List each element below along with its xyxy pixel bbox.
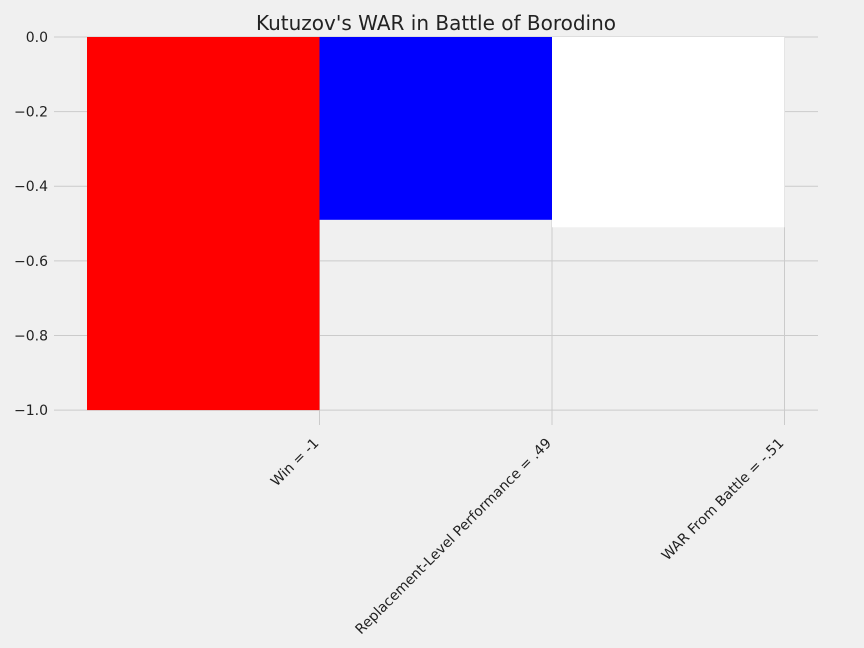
y-axis-ticks: 0.0 −0.2 −0.4 −0.6 −0.8 −1.0 bbox=[14, 30, 48, 419]
x-axis-ticks: Win = -1 Replacement-Level Performance = … bbox=[268, 436, 787, 638]
bars bbox=[87, 37, 785, 411]
y-tick-label: −0.2 bbox=[14, 105, 48, 121]
bar-2 bbox=[552, 37, 785, 228]
y-tick-label: −1.0 bbox=[14, 403, 48, 419]
chart-title: Kutuzov's WAR in Battle of Borodino bbox=[256, 11, 616, 35]
bar-1 bbox=[319, 37, 552, 220]
y-tick-label: −0.4 bbox=[14, 179, 48, 195]
y-tick-label: −0.8 bbox=[14, 328, 48, 344]
y-tick-label: 0.0 bbox=[26, 30, 48, 46]
x-tick-label: Replacement-Level Performance = .49 bbox=[353, 436, 555, 638]
x-tick-label: WAR From Battle = -.51 bbox=[659, 436, 787, 564]
y-tick-label: −0.6 bbox=[14, 254, 48, 270]
bar-0 bbox=[87, 37, 320, 411]
x-tick-label: Win = -1 bbox=[268, 436, 322, 490]
